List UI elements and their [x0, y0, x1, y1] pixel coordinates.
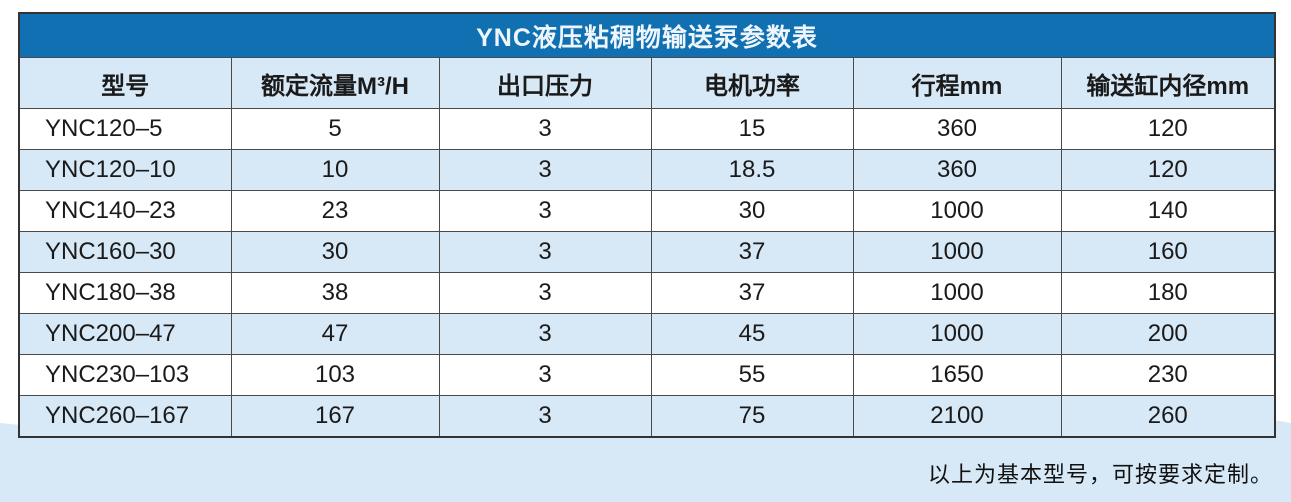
table-row: YNC260–167 167 3 75 2100 260: [18, 395, 1276, 438]
footnote-text: 以上为基本型号，可按要求定制。: [927, 462, 1273, 487]
model-cell: YNC200–47: [18, 313, 232, 355]
value-cell: 3: [438, 149, 652, 191]
value-cell: 260: [1060, 395, 1276, 438]
value-cell: 3: [438, 108, 652, 150]
value-cell: 38: [230, 272, 440, 314]
column-header: 电机功率: [650, 57, 854, 109]
value-cell: 167: [230, 395, 440, 438]
table-row: YNC230–103 103 3 55 1650 230: [18, 354, 1276, 396]
value-cell: 230: [1060, 354, 1276, 396]
table-row: YNC140–23 23 3 30 1000 140: [18, 190, 1276, 232]
column-header: 额定流量M³/H: [230, 57, 440, 109]
model-cell: YNC160–30: [18, 231, 232, 273]
value-cell: 47: [230, 313, 440, 355]
value-cell: 1000: [852, 313, 1062, 355]
value-cell: 180: [1060, 272, 1276, 314]
value-cell: 30: [230, 231, 440, 273]
table-title-row: YNC液压粘稠物输送泵参数表: [18, 12, 1276, 58]
value-cell: 55: [650, 354, 854, 396]
value-cell: 140: [1060, 190, 1276, 232]
model-cell: YNC140–23: [18, 190, 232, 232]
value-cell: 10: [230, 149, 440, 191]
value-cell: 1000: [852, 272, 1062, 314]
value-cell: 3: [438, 190, 652, 232]
value-cell: 23: [230, 190, 440, 232]
value-cell: 120: [1060, 108, 1276, 150]
table-title: YNC液压粘稠物输送泵参数表: [18, 12, 1276, 58]
value-cell: 2100: [852, 395, 1062, 438]
value-cell: 3: [438, 231, 652, 273]
value-cell: 1000: [852, 190, 1062, 232]
value-cell: 3: [438, 395, 652, 438]
table-row: YNC160–30 30 3 37 1000 160: [18, 231, 1276, 273]
table-row: YNC120–10 10 3 18.5 360 120: [18, 149, 1276, 191]
value-cell: 360: [852, 149, 1062, 191]
value-cell: 37: [650, 231, 854, 273]
column-header: 出口压力: [438, 57, 652, 109]
column-header: 输送缸内径mm: [1060, 57, 1276, 109]
column-header: 型号: [18, 57, 232, 109]
table-row: YNC200–47 47 3 45 1000 200: [18, 313, 1276, 355]
value-cell: 3: [438, 354, 652, 396]
table-row: YNC180–38 38 3 37 1000 180: [18, 272, 1276, 314]
table-row: YNC120–5 5 3 15 360 120: [18, 108, 1276, 150]
pump-parameters-table: YNC液压粘稠物输送泵参数表 型号 额定流量M³/H 出口压力 电机功率 行程mm 输送缸…: [18, 12, 1277, 438]
value-cell: 30: [650, 190, 854, 232]
value-cell: 160: [1060, 231, 1276, 273]
value-cell: 200: [1060, 313, 1276, 355]
model-cell: YNC120–10: [18, 149, 232, 191]
value-cell: 360: [852, 108, 1062, 150]
value-cell: 1650: [852, 354, 1062, 396]
value-cell: 37: [650, 272, 854, 314]
value-cell: 5: [230, 108, 440, 150]
value-cell: 75: [650, 395, 854, 438]
value-cell: 103: [230, 354, 440, 396]
value-cell: 18.5: [650, 149, 854, 191]
value-cell: 3: [438, 272, 652, 314]
model-cell: YNC180–38: [18, 272, 232, 314]
model-cell: YNC230–103: [18, 354, 232, 396]
value-cell: 1000: [852, 231, 1062, 273]
table-body: YNC120–5 5 3 15 360 120 YNC120–10 10 3 18.5 360 120…: [18, 108, 1276, 438]
column-header: 行程mm: [852, 57, 1062, 109]
model-cell: YNC120–5: [18, 108, 232, 150]
value-cell: 45: [650, 313, 854, 355]
value-cell: 3: [438, 313, 652, 355]
table-header-row: 型号 额定流量M³/H 出口压力 电机功率 行程mm 输送缸内径mm: [18, 57, 1276, 109]
value-cell: 15: [650, 108, 854, 150]
value-cell: 120: [1060, 149, 1276, 191]
model-cell: YNC260–167: [18, 395, 232, 438]
